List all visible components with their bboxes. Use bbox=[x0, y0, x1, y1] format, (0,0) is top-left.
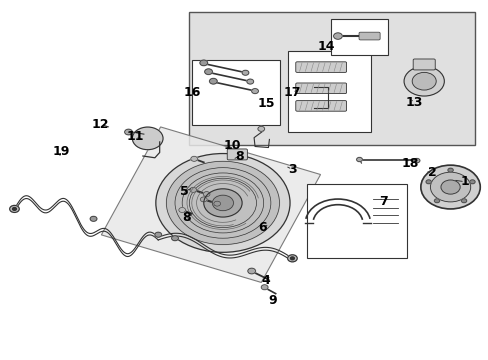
Circle shape bbox=[411, 72, 435, 90]
Circle shape bbox=[469, 180, 474, 184]
Circle shape bbox=[200, 60, 207, 66]
Circle shape bbox=[420, 165, 479, 209]
Bar bbox=[191, 60, 280, 125]
Circle shape bbox=[403, 66, 444, 96]
Circle shape bbox=[447, 168, 452, 172]
Circle shape bbox=[440, 180, 459, 194]
Text: 6: 6 bbox=[257, 221, 266, 234]
FancyBboxPatch shape bbox=[358, 32, 379, 40]
Circle shape bbox=[257, 126, 264, 131]
Circle shape bbox=[189, 178, 256, 228]
Text: 17: 17 bbox=[283, 86, 301, 99]
Text: 3: 3 bbox=[287, 163, 296, 176]
Circle shape bbox=[242, 70, 248, 75]
Circle shape bbox=[333, 33, 342, 39]
Bar bbox=[189, 13, 473, 145]
Circle shape bbox=[213, 201, 220, 206]
Text: 8: 8 bbox=[183, 211, 191, 224]
Text: 18: 18 bbox=[400, 157, 418, 170]
Text: 9: 9 bbox=[267, 294, 276, 307]
Circle shape bbox=[156, 153, 289, 252]
Circle shape bbox=[13, 207, 17, 210]
Circle shape bbox=[124, 129, 132, 135]
Circle shape bbox=[90, 216, 97, 221]
Circle shape bbox=[10, 206, 19, 212]
Circle shape bbox=[433, 199, 439, 203]
Circle shape bbox=[290, 257, 294, 260]
FancyBboxPatch shape bbox=[227, 149, 247, 160]
Text: 16: 16 bbox=[183, 86, 200, 99]
Circle shape bbox=[203, 189, 242, 217]
Text: 8: 8 bbox=[235, 149, 244, 162]
Circle shape bbox=[200, 197, 207, 202]
Circle shape bbox=[247, 268, 255, 274]
Circle shape bbox=[171, 236, 178, 241]
Circle shape bbox=[425, 180, 430, 184]
Circle shape bbox=[155, 232, 161, 237]
Circle shape bbox=[461, 199, 466, 203]
Text: 19: 19 bbox=[53, 145, 70, 158]
Circle shape bbox=[182, 173, 263, 233]
FancyBboxPatch shape bbox=[412, 59, 434, 70]
Circle shape bbox=[251, 89, 258, 94]
Circle shape bbox=[413, 158, 419, 163]
Text: 2: 2 bbox=[427, 166, 436, 179]
Circle shape bbox=[212, 195, 233, 211]
Text: 12: 12 bbox=[92, 118, 109, 131]
Bar bbox=[306, 184, 407, 258]
Circle shape bbox=[429, 172, 470, 202]
Text: 10: 10 bbox=[224, 139, 241, 152]
Bar bbox=[287, 51, 371, 132]
Circle shape bbox=[356, 157, 362, 162]
Text: 4: 4 bbox=[261, 274, 270, 287]
FancyBboxPatch shape bbox=[295, 62, 346, 72]
Polygon shape bbox=[101, 127, 320, 283]
Circle shape bbox=[189, 188, 196, 192]
Circle shape bbox=[261, 285, 267, 290]
Text: 13: 13 bbox=[405, 96, 423, 109]
Text: 7: 7 bbox=[378, 195, 387, 208]
Circle shape bbox=[132, 127, 163, 150]
FancyBboxPatch shape bbox=[295, 100, 346, 111]
Text: 11: 11 bbox=[126, 130, 143, 143]
Text: 5: 5 bbox=[180, 185, 188, 198]
Circle shape bbox=[204, 69, 212, 75]
Circle shape bbox=[246, 79, 253, 84]
Circle shape bbox=[166, 161, 279, 244]
Circle shape bbox=[203, 192, 209, 197]
Bar bbox=[330, 19, 387, 55]
Circle shape bbox=[175, 168, 270, 238]
Circle shape bbox=[190, 156, 197, 161]
Text: 1: 1 bbox=[460, 175, 468, 188]
FancyBboxPatch shape bbox=[295, 83, 346, 94]
Circle shape bbox=[179, 207, 185, 212]
Circle shape bbox=[287, 255, 297, 262]
Circle shape bbox=[209, 78, 217, 84]
Text: 15: 15 bbox=[257, 96, 274, 109]
Text: 14: 14 bbox=[317, 40, 334, 53]
